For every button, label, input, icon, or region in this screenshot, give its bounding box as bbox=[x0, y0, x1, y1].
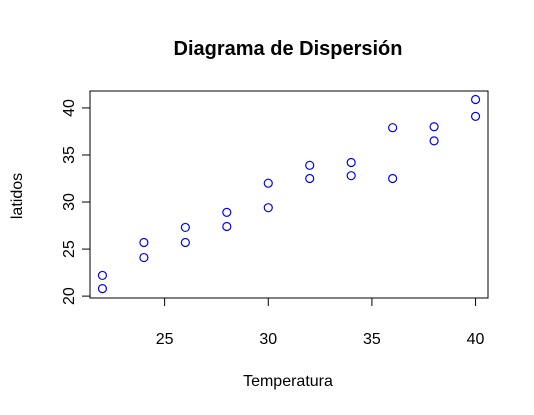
scatter-point bbox=[305, 160, 315, 170]
y-axis: 20 25 30 35 40 bbox=[61, 99, 91, 305]
scatter-point bbox=[139, 252, 149, 263]
y-tick-label: 30 bbox=[61, 193, 78, 211]
data-points bbox=[97, 94, 481, 294]
scatter-point bbox=[180, 222, 190, 233]
x-tick-label: 40 bbox=[467, 331, 485, 348]
scatter-point bbox=[139, 237, 149, 248]
x-axis-label: Temperatura bbox=[243, 373, 333, 390]
y-tick-label: 35 bbox=[61, 146, 78, 164]
chart-title: Diagrama de Dispersión bbox=[174, 38, 403, 60]
scatter-point bbox=[429, 136, 439, 146]
scatter-point bbox=[429, 122, 439, 132]
y-tick-label: 40 bbox=[61, 99, 78, 117]
scatter-point bbox=[263, 178, 273, 188]
scatter-point bbox=[388, 123, 398, 133]
x-tick-label: 30 bbox=[259, 331, 277, 348]
scatter-point bbox=[222, 221, 232, 232]
x-tick-label: 35 bbox=[363, 331, 381, 348]
scatter-point bbox=[305, 173, 315, 184]
scatter-point bbox=[97, 270, 108, 281]
scatter-point bbox=[470, 111, 481, 122]
scatter-point bbox=[263, 203, 273, 213]
scatter-point bbox=[180, 237, 190, 248]
y-tick-label: 20 bbox=[61, 287, 78, 305]
scatter-point bbox=[470, 94, 481, 105]
x-tick-label: 25 bbox=[156, 331, 174, 348]
x-axis: 25 30 35 40 bbox=[156, 297, 485, 348]
y-tick-label: 25 bbox=[61, 240, 78, 258]
scatter-point bbox=[388, 173, 398, 184]
scatter-point bbox=[222, 207, 232, 217]
scatter-point bbox=[97, 283, 108, 294]
scatter-point bbox=[346, 157, 356, 168]
plot-area-border bbox=[89, 90, 489, 299]
y-axis-label: latidos bbox=[9, 173, 26, 219]
scatter-point bbox=[346, 171, 356, 181]
